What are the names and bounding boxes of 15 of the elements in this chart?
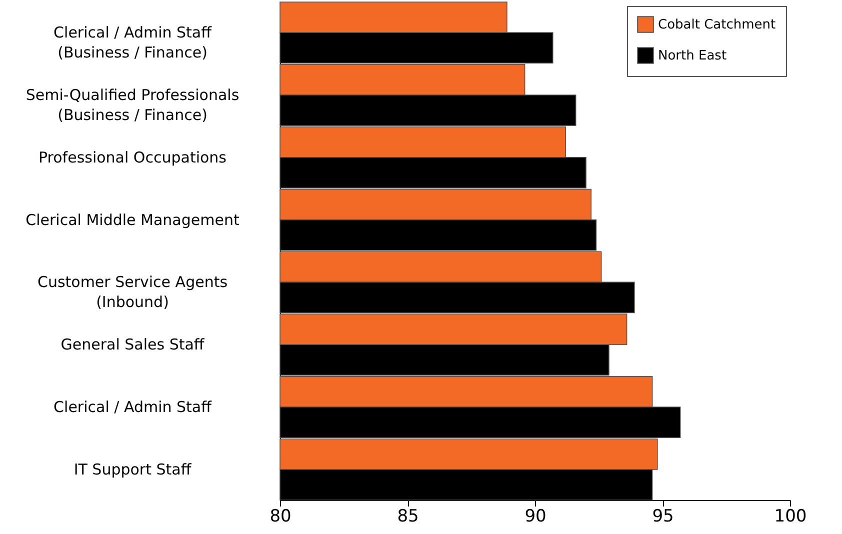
x-tick-label: 95	[652, 506, 674, 526]
x-tick-label: 85	[397, 506, 419, 526]
y-tick-label: General Sales Staff	[60, 336, 205, 354]
x-tick-label: 80	[270, 506, 292, 526]
y-tick-label: Semi-Qualified Professionals (Business / Finance)	[26, 86, 240, 124]
y-tick-label: Clerical / Admin Staff	[54, 398, 212, 416]
y-tick-label: Customer Service Agents (Inbound)	[37, 273, 228, 312]
y-tick-label: Clerical / Admin Staff (Business / Finance)	[54, 24, 212, 62]
legend-label: North East	[658, 48, 727, 64]
y-tick-label: Professional Occupations	[38, 148, 227, 166]
legend-label: Cobalt Catchment	[658, 18, 776, 32]
x-tick-label: 100	[774, 506, 807, 526]
x-tick-label: 90	[524, 506, 546, 526]
y-tick-label: IT Support Staff	[74, 460, 192, 478]
y-tick-label: Clerical Middle Management	[26, 210, 240, 229]
